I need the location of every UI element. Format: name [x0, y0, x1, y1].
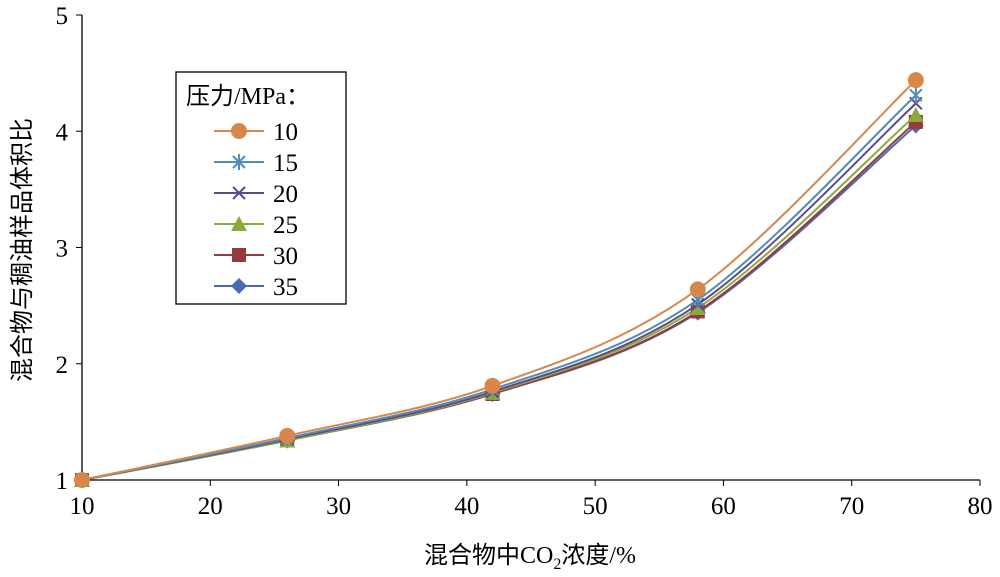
x-tick-label: 70 — [839, 493, 864, 520]
circle-marker — [231, 123, 247, 139]
x-marker — [232, 186, 246, 200]
circle-marker — [279, 427, 296, 444]
series-10-point-marker — [74, 472, 90, 488]
circle-marker — [74, 472, 90, 488]
series-10-point-marker — [484, 377, 501, 394]
x-tick-label: 60 — [711, 493, 736, 520]
x-tick-label: 40 — [454, 493, 479, 520]
square-marker — [232, 248, 246, 262]
circle-marker — [484, 377, 501, 394]
legend-marker — [231, 216, 247, 231]
legend-label: 30 — [273, 243, 298, 270]
series-line-15 — [81, 94, 917, 481]
circle-marker — [907, 72, 924, 89]
y-tick-label: 2 — [56, 352, 69, 379]
circle-marker — [689, 281, 706, 298]
legend: 压力/MPa： 10 15 20 25 30 35 — [175, 71, 347, 305]
star-marker — [909, 87, 923, 104]
x-tick-label: 80 — [968, 493, 993, 520]
series-15-point-marker — [909, 87, 923, 104]
star-marker — [232, 154, 246, 170]
legend-marker — [232, 154, 246, 170]
x-axis-label: 混合物中CO2浓度/% — [424, 542, 636, 573]
series-25-point-marker — [907, 106, 924, 122]
y-tick-label: 3 — [56, 236, 69, 263]
y-axis-label: 混合物与稠油样品体积比 — [9, 118, 36, 382]
x-tick-label: 20 — [198, 493, 223, 520]
triangle-marker — [231, 216, 247, 231]
legend-title: 压力/MPa： — [186, 83, 310, 110]
series-10-point-marker — [689, 281, 706, 298]
y-tick-label: 5 — [56, 3, 69, 30]
series-line-10 — [81, 79, 917, 481]
y-tick-label: 4 — [56, 119, 69, 146]
legend-marker — [231, 278, 247, 294]
x-tick-label: 50 — [583, 493, 608, 520]
x-tick-label: 30 — [326, 493, 351, 520]
legend-label: 20 — [273, 181, 298, 208]
legend-box — [175, 71, 347, 305]
series-10-point-marker — [907, 72, 924, 89]
y-tick-label: 1 — [56, 468, 69, 495]
legend-label: 25 — [273, 212, 298, 239]
legend-label: 15 — [273, 150, 298, 177]
legend-marker — [232, 186, 246, 200]
legend-marker — [232, 248, 246, 262]
series-10-point-marker — [279, 427, 296, 444]
legend-label: 35 — [273, 274, 298, 301]
diamond-marker — [231, 278, 247, 294]
triangle-marker — [907, 106, 924, 122]
x-tick-label: 10 — [70, 493, 95, 520]
legend-marker — [231, 123, 247, 139]
legend-label: 10 — [273, 119, 298, 146]
